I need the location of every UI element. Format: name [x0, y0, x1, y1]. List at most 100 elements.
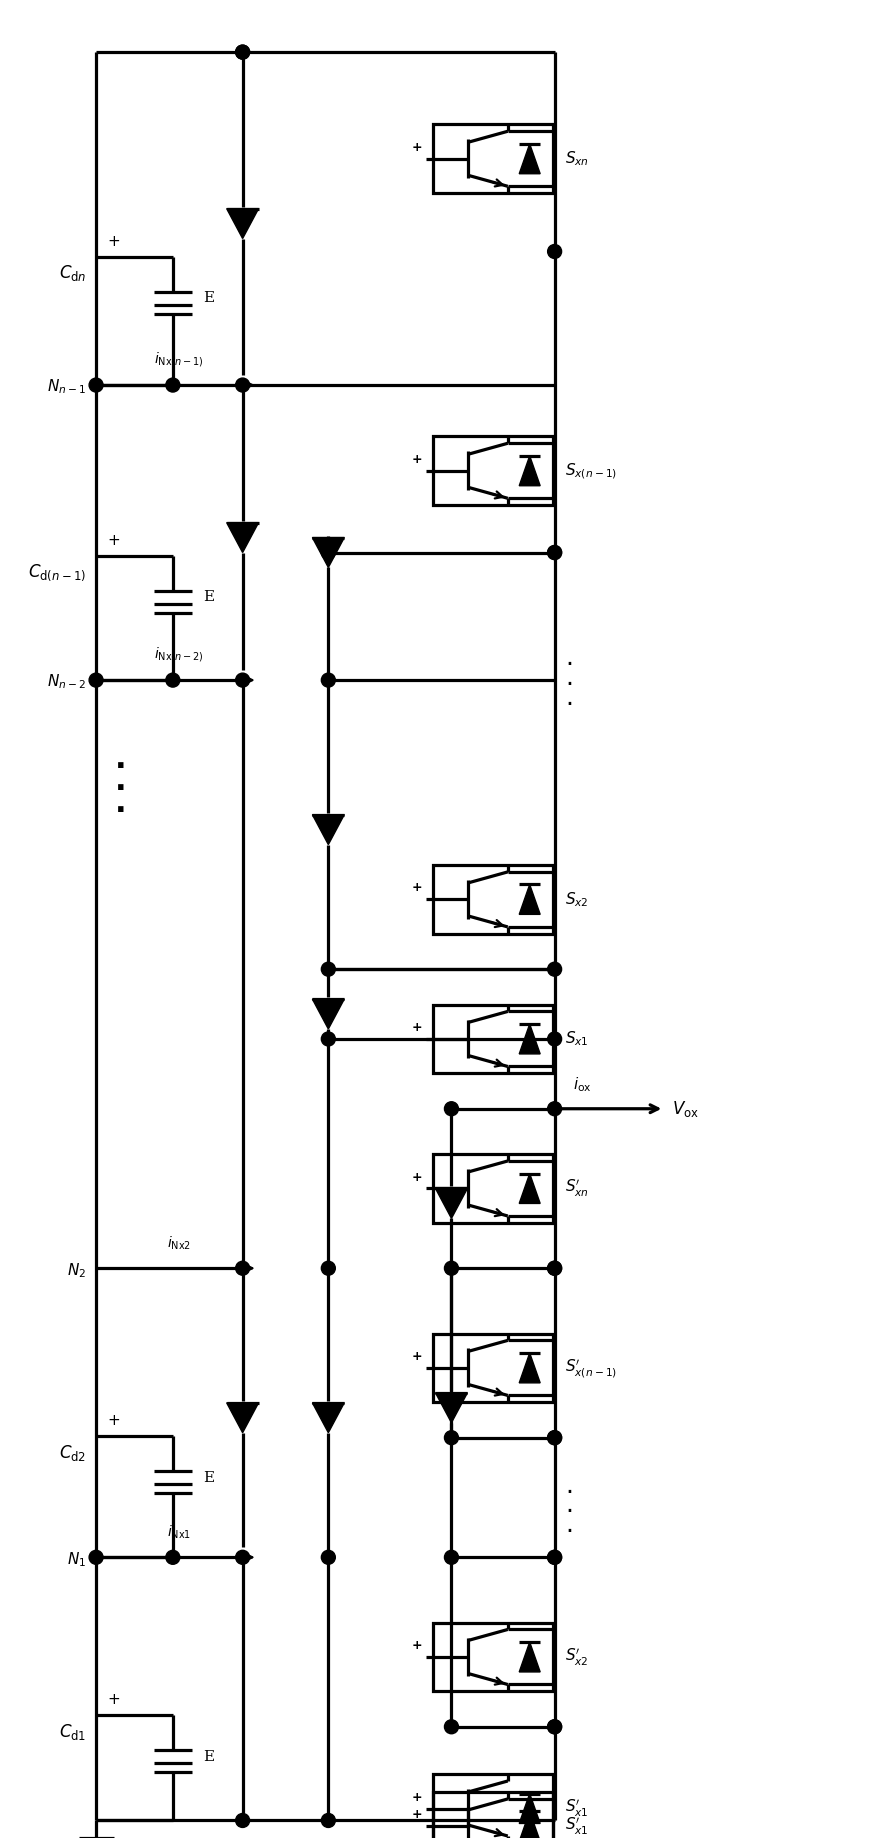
Polygon shape [312, 538, 344, 567]
Text: ⋅: ⋅ [565, 1501, 573, 1525]
Polygon shape [519, 1354, 540, 1383]
Polygon shape [519, 1641, 540, 1673]
Polygon shape [312, 1404, 344, 1433]
Polygon shape [519, 144, 540, 173]
Text: +: + [108, 1693, 120, 1708]
Text: ⋅: ⋅ [565, 693, 573, 717]
Polygon shape [519, 455, 540, 486]
Text: +: + [108, 234, 120, 249]
Text: $C_{\mathrm{d}(n-1)}$: $C_{\mathrm{d}(n-1)}$ [28, 562, 86, 582]
Polygon shape [227, 523, 258, 553]
Polygon shape [519, 1794, 540, 1824]
Circle shape [547, 245, 561, 258]
Text: $S_{x(n-1)}'$: $S_{x(n-1)}'$ [564, 1358, 616, 1380]
Circle shape [321, 1551, 335, 1564]
Bar [433, 1004, 552, 1074]
Circle shape [547, 1102, 561, 1116]
Circle shape [235, 378, 249, 392]
Text: $i_{\mathrm{Nx}(n-2)}$: $i_{\mathrm{Nx}(n-2)}$ [154, 645, 204, 665]
Text: +: + [411, 1350, 421, 1363]
Circle shape [547, 1032, 561, 1046]
Circle shape [547, 962, 561, 976]
Bar [433, 866, 552, 934]
Circle shape [547, 1720, 561, 1733]
Polygon shape [519, 1024, 540, 1054]
Text: $V_{\mathrm{ox}}$: $V_{\mathrm{ox}}$ [672, 1098, 699, 1118]
Bar [433, 437, 552, 505]
Polygon shape [519, 884, 540, 914]
Circle shape [444, 1551, 458, 1564]
Text: ⋅: ⋅ [115, 753, 127, 783]
Circle shape [89, 672, 103, 687]
Text: $i_{\mathrm{Nx}(n-1)}$: $i_{\mathrm{Nx}(n-1)}$ [154, 350, 204, 368]
Circle shape [321, 1814, 335, 1827]
Circle shape [547, 1431, 561, 1444]
Bar [433, 1334, 552, 1402]
Text: ⋅: ⋅ [565, 1481, 573, 1505]
Circle shape [547, 545, 561, 560]
Text: E: E [202, 291, 214, 306]
Text: ⋅: ⋅ [565, 654, 573, 678]
Bar [433, 1623, 552, 1691]
Text: +: + [411, 1790, 421, 1803]
Text: $S_{x(n-1)}$: $S_{x(n-1)}$ [564, 460, 616, 481]
Text: E: E [202, 591, 214, 604]
Text: $S_{x1}'$: $S_{x1}'$ [564, 1816, 587, 1836]
Circle shape [547, 1551, 561, 1564]
Circle shape [444, 1102, 458, 1116]
Text: +: + [411, 1809, 421, 1822]
Circle shape [235, 46, 249, 59]
Circle shape [321, 962, 335, 976]
Text: $C_{\mathrm{d}2}$: $C_{\mathrm{d}2}$ [59, 1442, 86, 1463]
Circle shape [166, 672, 180, 687]
Bar [433, 125, 552, 193]
Polygon shape [435, 1393, 467, 1422]
Text: $S_{x2}$: $S_{x2}$ [564, 890, 587, 908]
Text: $i_{\mathrm{Nx1}}$: $i_{\mathrm{Nx1}}$ [167, 1523, 191, 1542]
Text: E: E [202, 1470, 214, 1485]
Polygon shape [435, 1188, 467, 1218]
Polygon shape [519, 1173, 540, 1203]
Circle shape [89, 1551, 103, 1564]
Bar [433, 1774, 552, 1842]
Text: $S_{xn}$: $S_{xn}$ [564, 149, 588, 168]
Circle shape [444, 1720, 458, 1733]
Text: $N_2$: $N_2$ [67, 1262, 86, 1280]
Text: +: + [411, 882, 421, 895]
Text: ⋅: ⋅ [565, 1520, 573, 1544]
Circle shape [547, 545, 561, 560]
Text: +: + [108, 1413, 120, 1428]
Text: $N_1$: $N_1$ [67, 1549, 86, 1569]
Circle shape [321, 1032, 335, 1046]
Circle shape [166, 1551, 180, 1564]
Bar [433, 1155, 552, 1223]
Circle shape [89, 378, 103, 392]
Text: $S_{x1}$: $S_{x1}$ [564, 1030, 587, 1048]
Text: $S_{xn}'$: $S_{xn}'$ [564, 1177, 588, 1199]
Polygon shape [227, 1404, 258, 1433]
Circle shape [321, 672, 335, 687]
Text: ⋅: ⋅ [115, 798, 127, 827]
Circle shape [547, 1262, 561, 1275]
Circle shape [166, 378, 180, 392]
Bar [433, 1792, 552, 1842]
Text: +: + [411, 1170, 421, 1184]
Circle shape [235, 1262, 249, 1275]
Text: ⋅: ⋅ [115, 775, 127, 805]
Text: $i_{\mathrm{ox}}$: $i_{\mathrm{ox}}$ [572, 1076, 591, 1094]
Polygon shape [519, 1811, 540, 1842]
Circle shape [235, 1551, 249, 1564]
Text: $C_{\mathrm{d}1}$: $C_{\mathrm{d}1}$ [59, 1722, 86, 1743]
Circle shape [444, 1431, 458, 1444]
Text: $S_{x2}'$: $S_{x2}'$ [564, 1647, 587, 1667]
Polygon shape [312, 814, 344, 845]
Text: +: + [411, 140, 421, 153]
Circle shape [321, 1262, 335, 1275]
Text: $N_{n-2}$: $N_{n-2}$ [47, 672, 86, 691]
Circle shape [235, 46, 249, 59]
Text: +: + [108, 532, 120, 549]
Text: +: + [411, 453, 421, 466]
Text: ⋅: ⋅ [565, 672, 573, 696]
Circle shape [321, 545, 335, 560]
Circle shape [547, 1720, 561, 1733]
